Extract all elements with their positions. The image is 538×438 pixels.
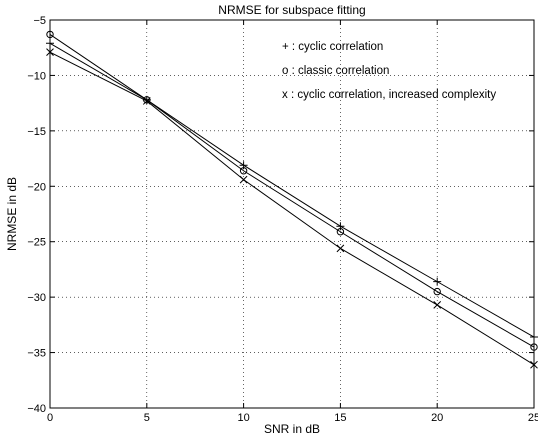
y-tick-label: −20 (27, 181, 46, 193)
legend: + : cyclic correlation o : classic corre… (282, 41, 496, 101)
y-axis-label: NRMSE in dB (5, 177, 19, 251)
x-tick-label: 15 (334, 412, 346, 424)
x-tick-label: 0 (47, 412, 53, 424)
series-line-cyclic-correlation (49, 42, 535, 338)
series-lines (49, 33, 535, 366)
series-line-classic-correlation (49, 33, 535, 348)
y-tick-label: −10 (27, 70, 46, 82)
x-axis-label: SNR in dB (264, 422, 320, 436)
data-point-classic-correlation (433, 287, 441, 296)
y-tick-label: −35 (27, 348, 46, 360)
legend-entry-classic-correlation: o : classic correlation (282, 65, 389, 77)
data-point-classic-correlation (239, 167, 248, 175)
data-point-cyclic-correlation (433, 277, 442, 286)
y-tick-label: −15 (27, 126, 46, 138)
x-tick-label: 20 (431, 412, 443, 424)
x-tick-label: 10 (237, 412, 249, 424)
data-point-cyclic-correlation-increased-complexity (142, 97, 151, 105)
series-line-cyclic-correlation-increased-complexity (49, 51, 535, 366)
tick-labels: 0 5 10 15 20 25 −40 −35 −30 −25 −20 −15 −10 −5 (27, 15, 538, 424)
data-point-cyclic-correlation-increased-complexity (433, 301, 442, 309)
grid (50, 20, 534, 408)
x-tick-label: 25 (528, 412, 538, 424)
legend-entry-cyclic-correlation: + : cyclic correlation (282, 41, 383, 53)
data-point-cyclic-correlation-increased-complexity (239, 175, 248, 184)
y-tick-label: −30 (27, 292, 46, 304)
data-point-cyclic-correlation-increased-complexity (336, 244, 345, 253)
y-tick-label: −25 (27, 237, 46, 249)
plot-frame (49, 19, 535, 409)
data-point-classic-correlation (336, 228, 345, 236)
y-tick-label: −40 (27, 403, 46, 415)
x-tick-label: 5 (144, 412, 150, 424)
y-tick-label: −5 (33, 15, 46, 27)
legend-entry-cyclic-increased-complexity: x : cyclic correlation, increased comple… (282, 89, 496, 101)
chart-title: NRMSE for subspace fitting (218, 3, 365, 17)
data-point-cyclic-correlation (142, 95, 151, 104)
data-point-classic-correlation (143, 96, 151, 104)
ticks (49, 19, 535, 409)
